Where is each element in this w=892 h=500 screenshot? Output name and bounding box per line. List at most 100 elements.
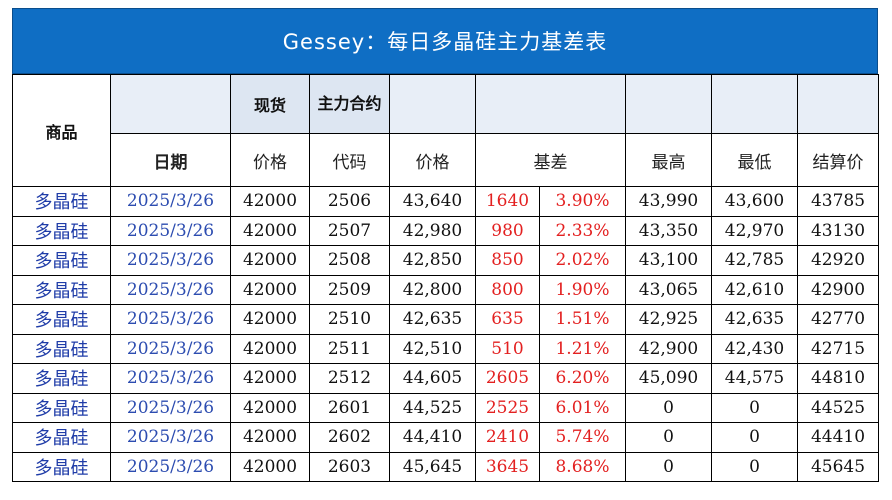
header-spot: 现货	[230, 74, 310, 134]
cell-contract-code: 2509	[309, 274, 390, 305]
cell-basis: 1640	[475, 186, 540, 217]
cell-basis: 635	[475, 304, 540, 335]
cell-basis-pct: 1.51%	[539, 304, 626, 335]
cell-contract-code: 2511	[309, 333, 390, 364]
header-blank-5	[797, 74, 879, 134]
cell-low: 42,610	[711, 274, 798, 305]
cell-product: 多晶硅	[12, 304, 111, 335]
cell-basis: 2605	[475, 363, 540, 394]
cell-settle: 44410	[797, 422, 879, 453]
cell-settle: 42900	[797, 274, 879, 305]
cell-basis: 3645	[475, 451, 540, 482]
cell-spot-price: 42000	[230, 304, 310, 335]
cell-high: 43,990	[625, 186, 712, 217]
cell-low: 42,785	[711, 245, 798, 276]
header-settle: 结算价	[797, 133, 879, 187]
cell-low: 0	[711, 422, 798, 453]
basis-table-frame: Gessey：每日多晶硅主力基差表 商品 现货 主力合约	[12, 8, 879, 488]
table-row: 多晶硅 2025/3/26 42000 2508 42,850 850 2.02% 43,10…	[12, 245, 879, 276]
header-blank-2	[475, 74, 626, 134]
cell-date: 2025/3/26	[110, 215, 231, 246]
cell-date: 2025/3/26	[110, 392, 231, 423]
cell-low: 42,430	[711, 333, 798, 364]
cell-date: 2025/3/26	[110, 363, 231, 394]
cell-settle: 44525	[797, 392, 879, 423]
cell-futures-price: 43,640	[389, 186, 476, 217]
cell-contract-code: 2603	[309, 451, 390, 482]
cell-low: 43,600	[711, 186, 798, 217]
cell-settle: 42770	[797, 304, 879, 335]
header-spot-price: 价格	[230, 133, 310, 187]
cell-product: 多晶硅	[12, 363, 111, 394]
cell-date: 2025/3/26	[110, 333, 231, 364]
cell-high: 43,100	[625, 245, 712, 276]
cell-product: 多晶硅	[12, 333, 111, 364]
cell-low: 42,635	[711, 304, 798, 335]
header-product: 商品	[12, 74, 111, 187]
header-blank-date	[110, 74, 231, 134]
cell-basis-pct: 6.01%	[539, 392, 626, 423]
cell-high: 42,925	[625, 304, 712, 335]
cell-spot-price: 42000	[230, 245, 310, 276]
cell-spot-price: 42000	[230, 333, 310, 364]
header-blank-4	[711, 74, 798, 134]
cell-date: 2025/3/26	[110, 451, 231, 482]
table-title: Gessey：每日多晶硅主力基差表	[12, 8, 878, 74]
cell-product: 多晶硅	[12, 245, 111, 276]
cell-low: 0	[711, 392, 798, 423]
cell-futures-price: 42,800	[389, 274, 476, 305]
cell-basis-pct: 6.20%	[539, 363, 626, 394]
cell-product: 多晶硅	[12, 186, 111, 217]
cell-basis-pct: 3.90%	[539, 186, 626, 217]
cell-contract-code: 2602	[309, 422, 390, 453]
cell-date: 2025/3/26	[110, 304, 231, 335]
table-row: 多晶硅 2025/3/26 42000 2509 42,800 800 1.90% 43,06…	[12, 274, 879, 305]
table-row: 多晶硅 2025/3/26 42000 2511 42,510 510 1.21% 42,90…	[12, 333, 879, 364]
cell-product: 多晶硅	[12, 274, 111, 305]
table-row: 多晶硅 2025/3/26 42000 2506 43,640 1640 3.90% 43,9…	[12, 186, 879, 217]
cell-date: 2025/3/26	[110, 422, 231, 453]
cell-spot-price: 42000	[230, 215, 310, 246]
cell-date: 2025/3/26	[110, 274, 231, 305]
cell-contract-code: 2601	[309, 392, 390, 423]
cell-product: 多晶硅	[12, 451, 111, 482]
cell-spot-price: 42000	[230, 422, 310, 453]
cell-futures-price: 44,410	[389, 422, 476, 453]
cell-basis: 2525	[475, 392, 540, 423]
cell-product: 多晶硅	[12, 392, 111, 423]
cell-spot-price: 42000	[230, 392, 310, 423]
cell-futures-price: 42,635	[389, 304, 476, 335]
cell-futures-price: 42,510	[389, 333, 476, 364]
table-row: 多晶硅 2025/3/26 42000 2601 44,525 2525 6.01% 0 0 44…	[12, 392, 879, 423]
header-main-contract: 主力合约	[309, 74, 390, 134]
cell-product: 多晶硅	[12, 215, 111, 246]
cell-high: 43,350	[625, 215, 712, 246]
cell-date: 2025/3/26	[110, 245, 231, 276]
cell-low: 0	[711, 451, 798, 482]
cell-basis: 980	[475, 215, 540, 246]
header-blank-3	[625, 74, 712, 134]
cell-settle: 42715	[797, 333, 879, 364]
cell-high: 0	[625, 451, 712, 482]
cell-basis-pct: 1.90%	[539, 274, 626, 305]
cell-spot-price: 42000	[230, 274, 310, 305]
cell-high: 43,065	[625, 274, 712, 305]
cell-date: 2025/3/26	[110, 186, 231, 217]
cell-product: 多晶硅	[12, 422, 111, 453]
cell-high: 0	[625, 392, 712, 423]
cell-basis: 2410	[475, 422, 540, 453]
cell-basis-pct: 2.33%	[539, 215, 626, 246]
cell-contract-code: 2512	[309, 363, 390, 394]
header-blank-1	[389, 74, 476, 134]
cell-futures-price: 44,525	[389, 392, 476, 423]
cell-settle: 44810	[797, 363, 879, 394]
cell-low: 42,970	[711, 215, 798, 246]
cell-basis: 850	[475, 245, 540, 276]
cell-spot-price: 42000	[230, 186, 310, 217]
cell-contract-code: 2510	[309, 304, 390, 335]
header-contract-code: 代码	[309, 133, 390, 187]
table-row: 多晶硅 2025/3/26 42000 2510 42,635 635 1.51% 42,92…	[12, 304, 879, 335]
cell-futures-price: 45,645	[389, 451, 476, 482]
cell-settle: 43130	[797, 215, 879, 246]
table-row: 多晶硅 2025/3/26 42000 2602 44,410 2410 5.74% 0 0 44…	[12, 422, 879, 453]
